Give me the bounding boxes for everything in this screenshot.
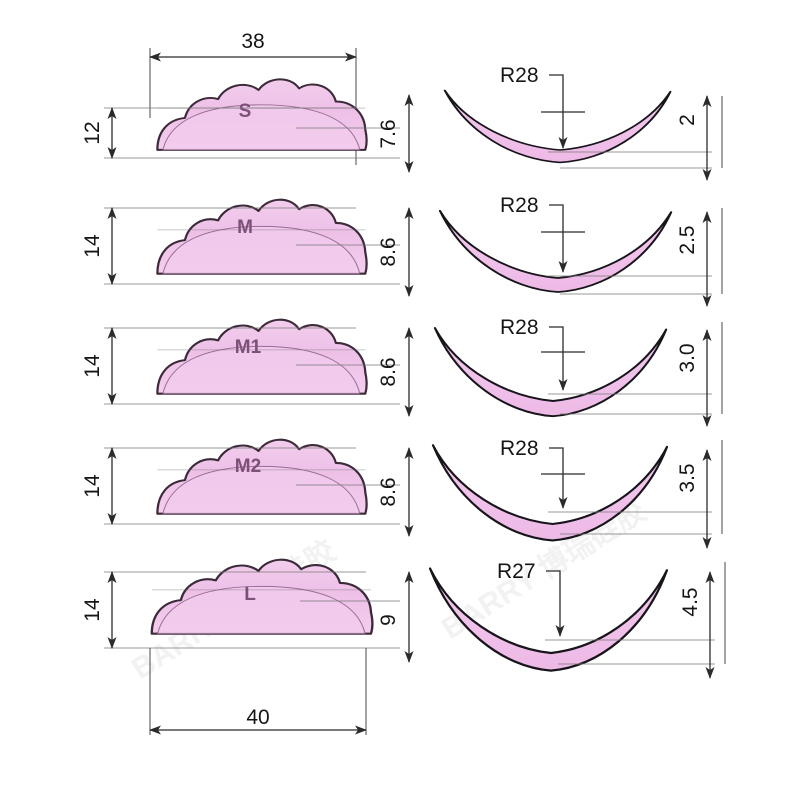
dimension-height-right: 8.6	[377, 207, 414, 297]
dim-width-38: 38	[241, 30, 264, 53]
radius-label: R28	[500, 194, 539, 217]
radius-leader: R28	[500, 194, 585, 273]
front-view-row-M1: M1 14 8.6	[81, 318, 414, 417]
dimension-height-left: 14	[81, 327, 117, 405]
curvature-section-column: R28 2 R28	[428, 64, 726, 679]
thickness-label: 2.5	[676, 225, 699, 254]
dimension-overall-width-top: 38	[149, 30, 357, 165]
pad-size-label: S	[239, 101, 252, 122]
dimension-thickness: 3.0	[676, 322, 723, 427]
dim-height-9: 9	[377, 614, 400, 626]
radius-label: R28	[500, 437, 539, 460]
radius-label: R28	[500, 64, 539, 87]
dim-height-8-6: 8.6	[377, 477, 400, 506]
dimension-height-left: 14	[81, 447, 117, 525]
front-view-row-M: M 14 8.6	[81, 198, 414, 297]
pad-size-label: M	[237, 217, 253, 238]
radius-leader: R27	[497, 560, 565, 637]
radius-leader: R28	[500, 316, 585, 391]
pad-size-label: L	[244, 584, 256, 605]
pad-size-label: M2	[235, 456, 261, 477]
radius-label: R27	[497, 560, 536, 583]
dim-height-14: 14	[81, 598, 104, 622]
front-view-row-S: S 12 7.6	[81, 78, 414, 173]
dimension-height-left: 12	[81, 107, 117, 159]
dimension-height-left: 14	[81, 571, 117, 649]
side-view-row-3: R28 3.0	[433, 316, 723, 427]
dim-height-12: 12	[81, 121, 104, 144]
dimension-height-right: 8.6	[377, 447, 414, 537]
dimension-overall-width-bottom: 40	[149, 648, 367, 735]
front-view-row-M2: M2 14 8.6	[81, 438, 414, 537]
side-view-row-2: R28 2.5	[438, 194, 723, 307]
dim-height-8-6: 8.6	[377, 357, 400, 386]
dimension-height-right: 7.6	[377, 94, 414, 173]
front-elevation-column: 38 S 12 7.6 M	[81, 30, 414, 735]
radius-label: R28	[500, 316, 539, 339]
dim-width-40: 40	[246, 706, 269, 729]
pad-size-label: M1	[235, 337, 262, 358]
dim-height-14: 14	[81, 234, 104, 258]
thickness-label: 3.0	[676, 343, 699, 372]
side-view-row-4: R28 3.5	[431, 437, 723, 549]
dim-height-7-6: 7.6	[377, 119, 400, 148]
side-view-row-5: R27 4.5	[428, 560, 726, 679]
dim-height-14: 14	[81, 474, 104, 498]
side-view-row-1: R28 2	[443, 64, 723, 181]
radius-leader: R28	[500, 437, 585, 509]
dimension-height-right: 9	[377, 571, 414, 663]
dimension-thickness: 4.5	[679, 562, 726, 679]
dimension-height-left: 14	[81, 207, 117, 285]
radius-leader: R28	[500, 64, 585, 149]
front-view-row-L: L 14 9	[81, 558, 414, 663]
dimension-thickness: 2.5	[676, 208, 723, 307]
dimension-height-right: 8.6	[377, 327, 414, 417]
thickness-label: 2	[676, 114, 699, 126]
thickness-label: 4.5	[679, 587, 702, 616]
dimension-thickness: 3.5	[676, 440, 723, 549]
dim-height-8-6: 8.6	[377, 237, 400, 266]
dimension-thickness: 2	[676, 95, 723, 181]
thickness-label: 3.5	[676, 463, 699, 492]
dim-height-14: 14	[81, 354, 104, 378]
